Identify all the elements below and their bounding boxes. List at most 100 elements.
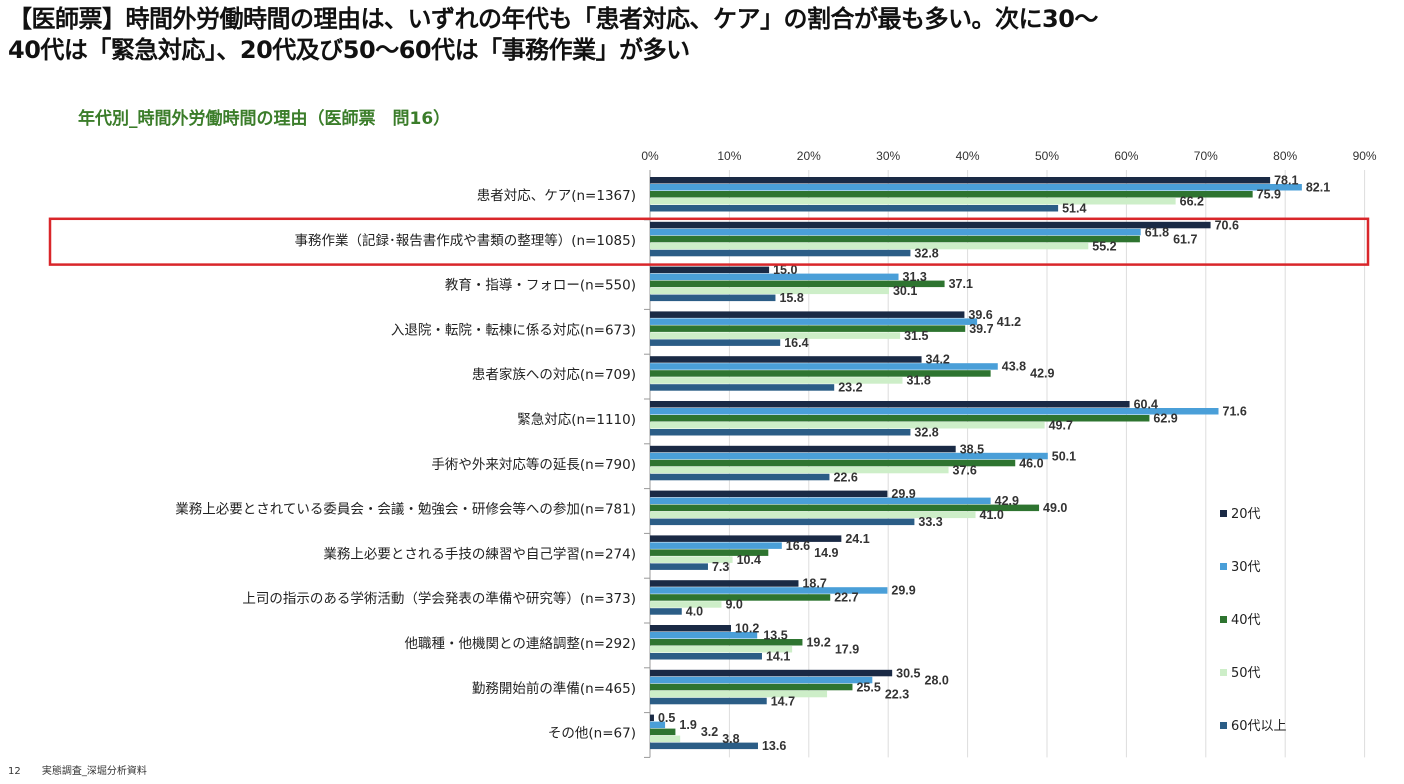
category-label: 入退院・転院・転棟に係る対応(n=673) xyxy=(391,322,636,338)
bar-60代以上 xyxy=(650,294,776,302)
data-label: 46.0 xyxy=(1019,456,1043,470)
bar-20代 xyxy=(650,356,922,363)
data-label: 33.3 xyxy=(918,515,942,529)
bar-40代 xyxy=(650,325,966,332)
bar-60代以上 xyxy=(650,697,767,705)
bar-40代 xyxy=(650,594,831,601)
bar-60代以上 xyxy=(650,518,915,526)
data-label: 10.4 xyxy=(737,553,761,567)
bar-60代以上 xyxy=(650,429,911,436)
bar-40代 xyxy=(650,235,1140,243)
data-label: 82.1 xyxy=(1306,181,1330,195)
data-label: 41.2 xyxy=(997,315,1021,329)
category-label: その他(n=67) xyxy=(548,726,636,742)
x-tick-label: 80% xyxy=(1273,149,1297,163)
chart-title: 年代別_時間外労働時間の理由（医師票 問16） xyxy=(78,109,451,129)
bar-20代 xyxy=(650,535,842,542)
category-label: 患者家族への対応(n=709) xyxy=(472,366,636,383)
data-label: 23.2 xyxy=(838,381,862,395)
data-label: 37.1 xyxy=(949,277,973,291)
bar-20代 xyxy=(650,580,799,587)
bar-60代以上 xyxy=(650,742,758,750)
data-label: 32.8 xyxy=(914,246,938,260)
data-label: 3.8 xyxy=(722,732,739,746)
bar-40代 xyxy=(650,191,1253,198)
bar-40代 xyxy=(650,504,1040,512)
bar-30代 xyxy=(650,632,758,639)
x-tick-label: 30% xyxy=(876,149,900,163)
bar-60代以上 xyxy=(650,563,708,570)
bar-50代 xyxy=(650,332,901,339)
bar-60代以上 xyxy=(650,205,1059,212)
category-label: 勤務開始前の準備(n=465) xyxy=(472,680,636,697)
bar-50代 xyxy=(650,242,1089,250)
data-label: 28.0 xyxy=(925,673,949,687)
bar-40代 xyxy=(650,459,1016,467)
category-label: 患者対応、ケア(n=1367) xyxy=(477,188,636,204)
footer: 12 実態調査_深堀分析資料 xyxy=(8,762,165,777)
bar-20代 xyxy=(650,625,731,632)
source-note: 実態調査_深堀分析資料 xyxy=(41,766,147,777)
bar-30代 xyxy=(650,408,1219,415)
data-label: 55.2 xyxy=(1092,239,1116,253)
data-label: 7.3 xyxy=(712,560,729,574)
bar-50代 xyxy=(650,466,949,474)
bar-50代 xyxy=(650,646,793,653)
page-number: 12 xyxy=(8,766,21,777)
category-label: 教育・指導・フォロー(n=550) xyxy=(445,278,636,294)
data-label: 50.1 xyxy=(1052,449,1076,463)
legend-swatch xyxy=(1220,722,1227,729)
bar-30代 xyxy=(650,452,1048,460)
data-label: 71.6 xyxy=(1223,405,1247,419)
data-label: 25.5 xyxy=(856,680,880,694)
data-label: 19.2 xyxy=(806,636,830,650)
data-label: 29.9 xyxy=(891,584,915,598)
data-label: 41.0 xyxy=(980,508,1004,522)
data-label: 66.2 xyxy=(1180,195,1204,209)
bar-50代 xyxy=(650,422,1045,429)
bar-30代 xyxy=(650,273,899,281)
bar-50代 xyxy=(650,287,889,295)
data-label: 16.4 xyxy=(784,336,808,350)
data-label: 31.3 xyxy=(903,270,927,284)
bar-60代以上 xyxy=(650,608,682,615)
bar-50代 xyxy=(650,198,1176,205)
data-label: 24.1 xyxy=(845,532,869,546)
data-label: 51.4 xyxy=(1062,202,1086,216)
category-label: 業務上必要とされる手技の練習や自己学習(n=274) xyxy=(323,546,636,562)
data-label: 43.8 xyxy=(1002,360,1026,374)
bar-30代 xyxy=(650,497,991,505)
highlight-box xyxy=(48,217,1370,266)
bar-60代以上 xyxy=(650,653,762,660)
bar-30代 xyxy=(650,363,998,370)
bar-50代 xyxy=(650,511,976,519)
data-label: 30.5 xyxy=(896,666,920,680)
legend-label: 40代 xyxy=(1231,613,1261,628)
page-title: 【医師票】時間外労働時間の理由は、いずれの年代も「患者対応、ケア」の割合が最も多… xyxy=(8,4,1098,66)
bar-20代 xyxy=(650,490,888,498)
data-label: 14.9 xyxy=(814,546,838,560)
data-label: 38.5 xyxy=(960,442,984,456)
bar-40代 xyxy=(650,415,1150,422)
legend-swatch xyxy=(1220,510,1227,517)
bar-20代 xyxy=(650,445,956,453)
bar-40代 xyxy=(650,728,676,736)
bar-40代 xyxy=(650,639,803,646)
bar-30代 xyxy=(650,587,888,594)
bar-60代以上 xyxy=(650,473,830,481)
data-label: 22.6 xyxy=(833,470,857,484)
x-tick-label: 50% xyxy=(1035,149,1059,163)
category-label: 事務作業（記録･報告書作成や書類の整理等）(n=1085) xyxy=(294,232,636,249)
legend-label: 30代 xyxy=(1231,560,1261,575)
data-label: 29.9 xyxy=(891,487,915,501)
data-label: 18.7 xyxy=(802,577,826,591)
x-tick-label: 90% xyxy=(1353,149,1377,163)
x-tick-label: 20% xyxy=(797,149,821,163)
bar-40代 xyxy=(650,280,945,288)
x-tick-label: 0% xyxy=(641,149,659,163)
bar-40代 xyxy=(650,370,991,377)
bar-30代 xyxy=(650,542,782,549)
data-label: 17.9 xyxy=(835,643,859,657)
bar-20代 xyxy=(650,669,893,677)
title-line-1: 【医師票】時間外労働時間の理由は、いずれの年代も「患者対応、ケア」の割合が最も多… xyxy=(8,5,1098,33)
